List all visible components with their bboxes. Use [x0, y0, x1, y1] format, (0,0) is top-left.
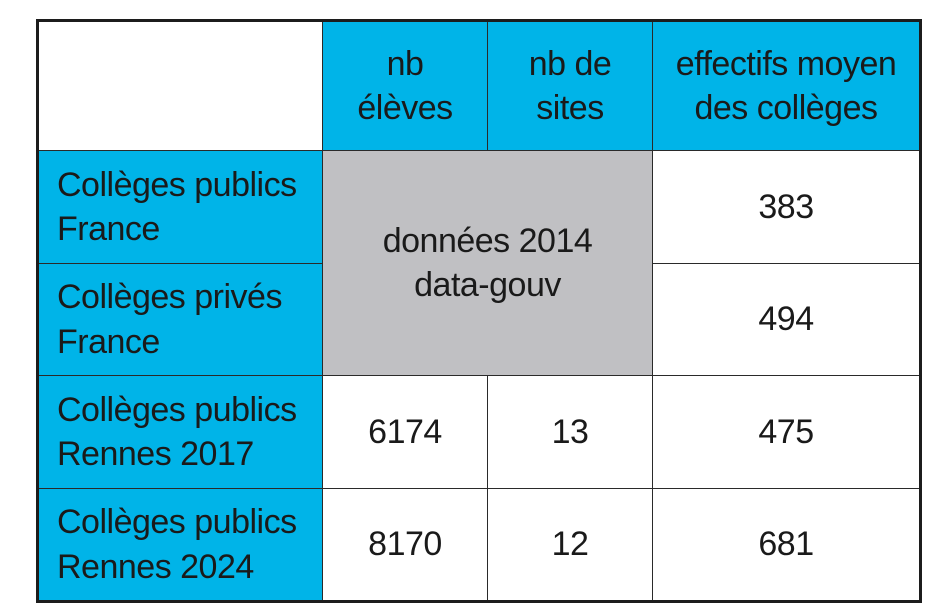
students-value: 8170	[322, 488, 488, 602]
avg-value: 494	[652, 263, 921, 376]
header-effectifs-moyen: effectifs moyen des collèges	[652, 20, 921, 151]
header-nb-sites: nb de sites	[487, 20, 653, 151]
avg-value: 681	[652, 488, 921, 602]
sites-value: 12	[487, 488, 653, 602]
row-label-publics-france: Collèges publics France	[37, 150, 323, 264]
table-row: Collèges publics Rennes 2017 6174 13 475	[37, 375, 921, 489]
row-label-rennes-2017: Collèges publics Rennes 2017	[37, 375, 323, 489]
sites-value: 13	[487, 375, 653, 489]
merged-data-source-cell: données 2014 data-gouv	[322, 150, 653, 376]
table-row: Collèges publics Rennes 2024 8170 12 681	[37, 488, 921, 602]
colleges-table: nb élèves nb de sites effectifs moyen de…	[36, 19, 922, 603]
corner-cell	[37, 20, 323, 151]
row-label-prives-france: Collèges privés France	[37, 263, 323, 376]
avg-value: 475	[652, 375, 921, 489]
row-label-rennes-2024: Collèges publics Rennes 2024	[37, 488, 323, 602]
avg-value: 383	[652, 150, 921, 264]
table-row: Collèges privés France 494	[37, 263, 921, 376]
header-nb-eleves: nb élèves	[322, 20, 488, 151]
students-value: 6174	[322, 375, 488, 489]
header-row: nb élèves nb de sites effectifs moyen de…	[37, 20, 921, 151]
table-row: Collèges publics France données 2014 dat…	[37, 150, 921, 376]
